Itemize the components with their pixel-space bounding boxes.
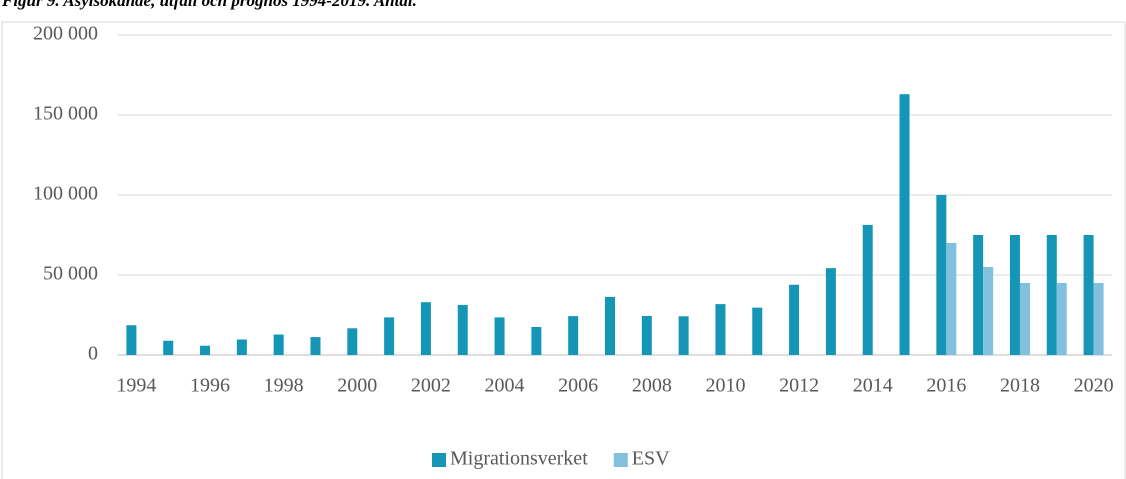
chart-title: Figur 9. Asylsökande, utfall och prognos… [1,0,417,10]
x-tick-label: 2004 [485,375,525,397]
x-tick-label: 2020 [1074,375,1114,397]
y-tick-label: 100 000 [33,183,98,205]
bar [384,317,395,355]
legend-swatch [613,453,628,467]
x-tick-label: 2008 [632,375,672,397]
bar [752,307,763,355]
bar [494,317,505,355]
bar [973,235,984,355]
bar [825,268,836,355]
bar [1046,235,1057,355]
legend-label: ESV [632,448,670,470]
y-tick-label: 200 000 [33,23,98,45]
x-tick-label: 2018 [1000,375,1040,397]
x-tick-label: 2000 [337,375,377,397]
x-tick-label: 2010 [705,375,745,397]
bar [347,328,358,355]
x-tick-label: 2014 [853,375,893,397]
bar [457,304,468,355]
bar [273,334,284,355]
bar [1093,283,1104,355]
chart-frame [1,21,1126,479]
x-tick-label: 2002 [411,375,451,397]
bar [531,327,542,355]
bar [862,224,873,355]
bar [236,339,247,355]
x-tick-label: 1996 [190,375,230,397]
bar [678,316,689,355]
bar [946,243,957,355]
x-tick-label: 1998 [264,375,304,397]
y-tick-label: 50 000 [43,263,98,285]
bar [1056,283,1067,355]
bar [641,315,652,355]
x-tick-label: 1994 [116,375,156,397]
bar [1009,235,1020,355]
bar [1019,283,1030,355]
legend-label: Migrationsverket [450,448,588,470]
bar [936,195,947,355]
x-tick-label: 2012 [779,375,819,397]
legend-swatch [432,453,446,467]
y-tick-label: 150 000 [33,103,98,125]
bar [310,337,321,355]
bar [899,94,910,355]
y-tick-label: 0 [88,343,98,365]
bar [789,284,800,355]
x-tick-label: 2006 [558,375,598,397]
bar [605,296,615,355]
bar [163,340,174,355]
bar [568,316,579,355]
bar [1083,235,1094,355]
bar [420,302,431,355]
bar [126,325,137,355]
bar [200,345,211,355]
x-tick-label: 2016 [926,375,966,397]
bar [715,304,726,355]
bar [983,267,994,355]
